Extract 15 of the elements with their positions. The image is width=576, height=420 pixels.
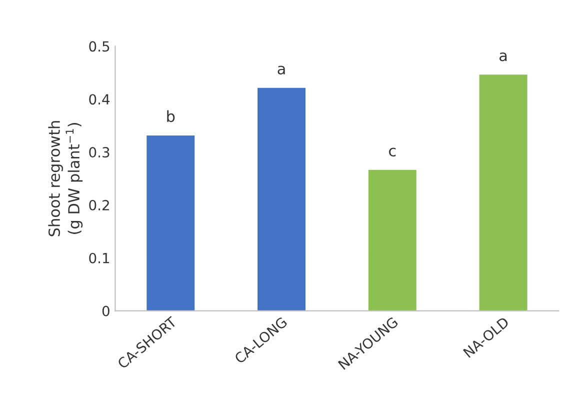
annotation: b xyxy=(167,110,175,122)
y-tick-label: 0.5 xyxy=(89,41,110,52)
bar xyxy=(146,135,195,311)
bar xyxy=(479,74,528,311)
y-tick-label: 0.1 xyxy=(89,252,110,264)
annotation: a xyxy=(278,66,285,74)
y-axis-title: Shoot regrowth (g DW plant$^{−1}$) xyxy=(48,121,83,236)
bar xyxy=(368,170,416,311)
y-tick-label: 0.4 xyxy=(89,94,110,105)
y-tick-label: 0.2 xyxy=(89,200,109,210)
annotation: c xyxy=(389,148,396,156)
annotation: a xyxy=(500,52,507,62)
y-tick-label: 0.3 xyxy=(89,147,110,158)
bar xyxy=(258,88,306,311)
y-tick-label: 0 xyxy=(102,306,110,316)
